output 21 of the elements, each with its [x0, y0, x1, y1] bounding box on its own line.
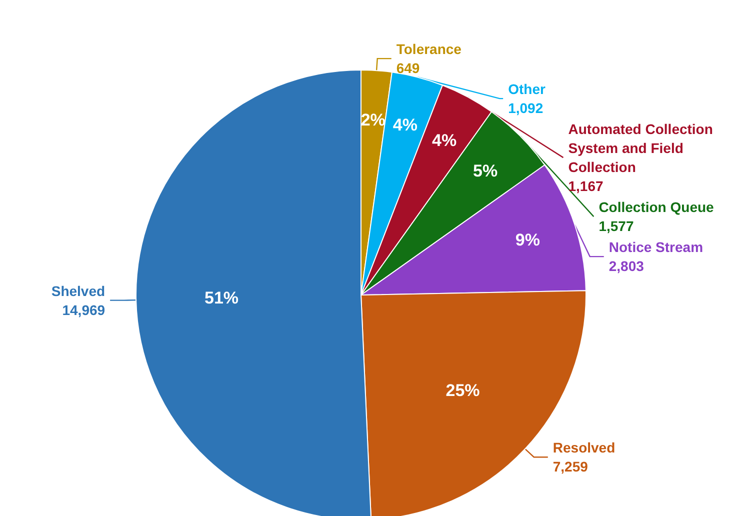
- slice-label: Shelved: [51, 282, 106, 299]
- slice-label: Resolved: [552, 440, 616, 456]
- slice-label: Notice Stream: [608, 239, 704, 256]
- data-label: 649: [396, 60, 420, 76]
- text: 4%: [432, 131, 457, 150]
- slice-label: Other: [508, 81, 546, 98]
- text: 9%: [515, 230, 540, 250]
- text: 2%: [360, 110, 386, 130]
- text: 25%: [446, 380, 480, 400]
- data-label: 14,969: [62, 302, 106, 318]
- data-label: 1,092: [508, 100, 544, 116]
- slice-label: Automated Collection System and Field Collection: [568, 121, 717, 176]
- data-label: 2,803: [608, 258, 644, 274]
- data-label: 1,577: [598, 218, 634, 234]
- data-label: 1,167: [568, 178, 604, 194]
- text: 51%: [204, 288, 239, 308]
- data-label: 7,259: [552, 458, 588, 475]
- slice-label: Tolerance: [396, 41, 462, 58]
- slice-label: Collection Queue: [598, 199, 714, 216]
- text: 4%: [392, 116, 418, 135]
- text: 5%: [472, 162, 498, 181]
